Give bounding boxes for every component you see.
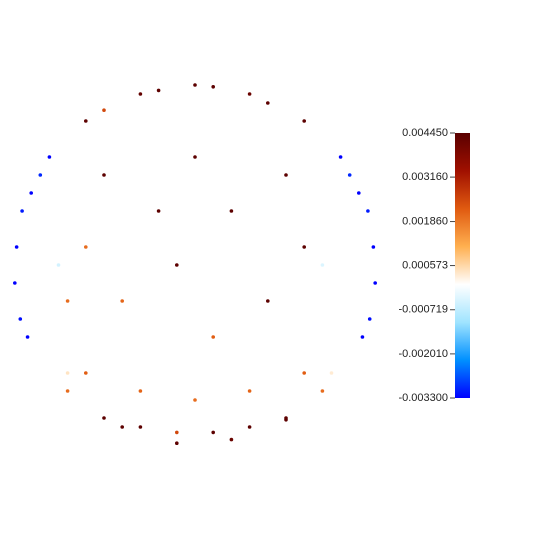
point xyxy=(266,299,270,303)
point xyxy=(367,317,372,321)
point xyxy=(247,92,252,96)
point xyxy=(320,389,325,393)
point xyxy=(320,263,325,267)
point xyxy=(102,416,106,420)
point xyxy=(14,245,19,249)
point xyxy=(120,299,124,303)
point xyxy=(211,85,215,89)
point xyxy=(175,263,179,267)
point xyxy=(65,371,70,375)
point xyxy=(284,416,288,420)
point xyxy=(266,101,270,105)
point xyxy=(371,245,376,249)
point xyxy=(138,92,143,96)
point xyxy=(302,245,307,249)
point xyxy=(193,398,197,402)
point xyxy=(18,317,23,321)
point xyxy=(193,83,197,87)
point xyxy=(84,245,88,249)
point xyxy=(329,371,334,375)
point xyxy=(366,209,370,213)
colorbar-tick-label: -0.003300 xyxy=(398,392,448,404)
point xyxy=(25,335,30,339)
colorbar-tick-label: 0.001860 xyxy=(402,215,448,227)
colorbar-tick-label: 0.004450 xyxy=(402,127,448,139)
point xyxy=(247,425,252,429)
point xyxy=(20,209,24,213)
point xyxy=(302,371,307,375)
colorbar xyxy=(455,133,470,398)
point xyxy=(84,371,88,375)
point xyxy=(175,441,179,446)
colorbar-tick-label: -0.002010 xyxy=(398,348,448,360)
point xyxy=(84,119,88,123)
point xyxy=(211,430,215,435)
point xyxy=(65,299,70,303)
colorbar-tick-label: -0.000719 xyxy=(398,304,448,316)
point xyxy=(229,437,234,442)
point xyxy=(120,425,124,429)
point xyxy=(247,389,252,393)
point xyxy=(102,108,106,112)
point xyxy=(29,191,33,195)
point xyxy=(47,155,52,159)
point xyxy=(102,173,106,177)
point xyxy=(56,263,61,267)
point xyxy=(156,209,161,213)
point xyxy=(284,173,288,177)
point xyxy=(302,119,307,123)
point xyxy=(193,155,197,159)
point xyxy=(211,335,215,339)
point xyxy=(65,389,70,393)
point xyxy=(13,281,17,285)
point xyxy=(38,173,43,177)
point xyxy=(175,430,179,435)
point xyxy=(138,425,143,429)
point xyxy=(347,173,352,177)
point xyxy=(360,335,365,339)
point xyxy=(229,209,234,213)
colorbar-tick-label: 0.003160 xyxy=(402,171,448,183)
colorbar-tick-label: 0.000573 xyxy=(402,259,448,271)
point xyxy=(357,191,361,195)
point xyxy=(373,281,377,285)
point xyxy=(156,88,161,93)
point xyxy=(338,155,343,159)
point xyxy=(138,389,143,393)
